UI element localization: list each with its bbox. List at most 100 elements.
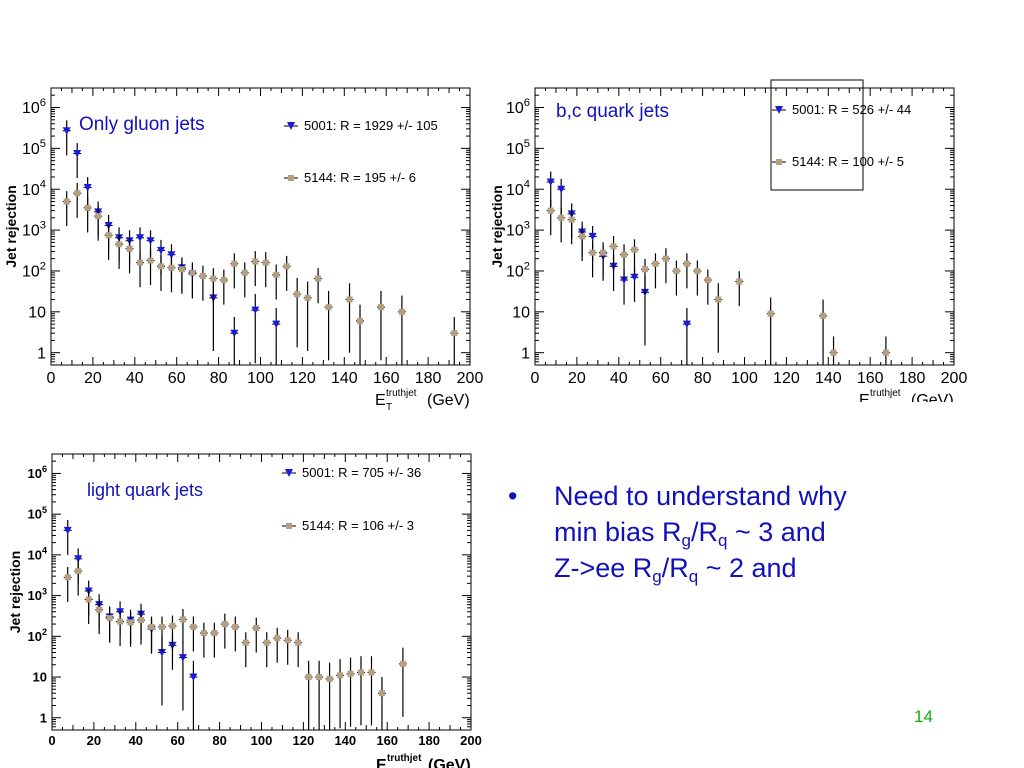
x-tick-label: 120 [289,370,316,387]
y-tick-exponent: 6 [40,97,46,109]
data-point-5144 [178,266,185,273]
x-tick-label: 160 [857,370,884,387]
x-tick-label: 60 [652,370,670,387]
y-tick-label: 103 [506,219,530,239]
data-point-5144 [316,674,323,681]
bullet-line-2-pre: min bias R [554,517,682,547]
data-point-5144 [767,310,774,317]
data-point-5144 [253,624,260,631]
y-tick-base: 10 [506,100,524,117]
data-point-5144 [621,251,628,258]
y-tick-exponent: 2 [524,260,530,272]
y-tick-label: 1 [37,345,46,362]
data-point-5001 [630,273,639,282]
y-axis-label: Jet rejection [7,551,23,633]
y-tick-exponent: 5 [40,138,46,150]
x-tick-label: 0 [48,733,55,748]
data-point-5144 [346,296,353,303]
data-point-5144 [704,277,711,284]
x-tick-label: 160 [376,733,398,748]
data-point-5144 [231,260,238,267]
y-tick-base: 10 [22,100,40,117]
x-tick-label: 100 [731,370,758,387]
data-point-5001 [146,237,155,245]
x-axis-label-sup: truthjet [870,388,901,399]
x-axis-label-main: E [376,757,387,768]
x-axis-label-unit: (GeV) [427,392,470,409]
legend-marker-5001 [287,122,295,130]
data-point-5001 [73,149,82,158]
x-axis-label-unit: (GeV) [911,392,954,402]
y-tick-exponent: 3 [524,219,530,231]
x-axis-label-sup: truthjet [386,388,417,399]
bullet-line-3: Z->ee Rg/Rq ~ 2 and [554,550,847,586]
y-tick-label: 10 [28,304,46,321]
data-point-5144 [210,275,217,282]
data-point-5001 [546,178,555,187]
y-tick-base: 10 [22,223,40,240]
bullet-line-2-mid: /R [691,517,719,547]
legend-label: 5144: R = 106 +/- 3 [302,518,414,533]
y-tick-exponent: 2 [40,260,46,272]
data-point-5144 [652,260,659,267]
y-tick-label: 103 [27,586,47,603]
y-tick-label: 104 [506,179,530,199]
plot-frame [534,87,955,366]
data-point-5144 [673,267,680,274]
y-tick-exponent: 2 [42,627,47,637]
page-number: 14 [914,707,933,726]
data-point-5001 [230,329,239,338]
data-point-5144 [200,630,207,637]
legend-label: 5001: R = 1929 +/- 105 [304,118,438,133]
data-point-5144 [64,574,71,581]
x-tick-label: 200 [457,370,484,387]
legend-box [770,79,864,191]
x-tick-label: 20 [87,733,101,748]
y-tick-base: 10 [28,304,46,321]
data-point-5144 [221,621,228,628]
data-point-5144 [242,639,249,646]
data-point-5144 [74,190,81,197]
x-tick-label: 0 [531,370,540,387]
x-axis-label-sup: truthjet [387,753,422,764]
data-point-5144 [220,277,227,284]
y-tick-exponent: 5 [524,138,530,150]
y-tick-label: 106 [506,97,530,117]
data-point-5144 [357,317,364,324]
data-point-5144 [326,675,333,682]
subscript-g: g [681,531,692,550]
y-tick-base: 1 [521,345,530,362]
legend-label: 5144: R = 100 +/- 5 [792,154,904,169]
data-point-5144 [378,690,385,697]
x-tick-label: 180 [415,370,442,387]
data-point-5144 [600,249,607,256]
x-tick-label: 80 [694,370,712,387]
x-tick-label: 140 [334,733,356,748]
y-tick-label: 105 [506,138,530,158]
data-point-5001 [272,320,281,329]
data-point-5001 [588,232,597,241]
data-point-5144 [399,660,406,667]
data-point-5001 [136,234,145,242]
data-point-5144 [189,269,196,276]
y-tick-exponent: 4 [524,179,530,191]
x-tick-label: 200 [460,733,482,748]
data-point-5144 [241,269,248,276]
data-point-5144 [157,263,164,270]
y-tick-label: 10 [33,670,47,685]
data-point-5001 [157,649,166,657]
y-tick-base: 10 [27,588,41,603]
data-point-5001 [178,654,187,662]
data-point-5144 [169,622,176,629]
chart-title: b,c quark jets [556,101,669,122]
y-tick-base: 10 [506,264,524,281]
x-axis-label-sub: T [386,402,392,410]
data-point-5001 [156,246,165,255]
y-tick-exponent: 4 [40,179,46,191]
data-point-5144 [568,216,575,223]
data-point-5144 [105,232,112,239]
chart-bc-quark-jets: 0 20 40 60 80 100 120 140 160 180 2001061051041031… [489,79,967,402]
y-tick-base: 10 [512,304,530,321]
x-tick-label: 40 [126,370,144,387]
y-tick-base: 10 [33,670,47,685]
